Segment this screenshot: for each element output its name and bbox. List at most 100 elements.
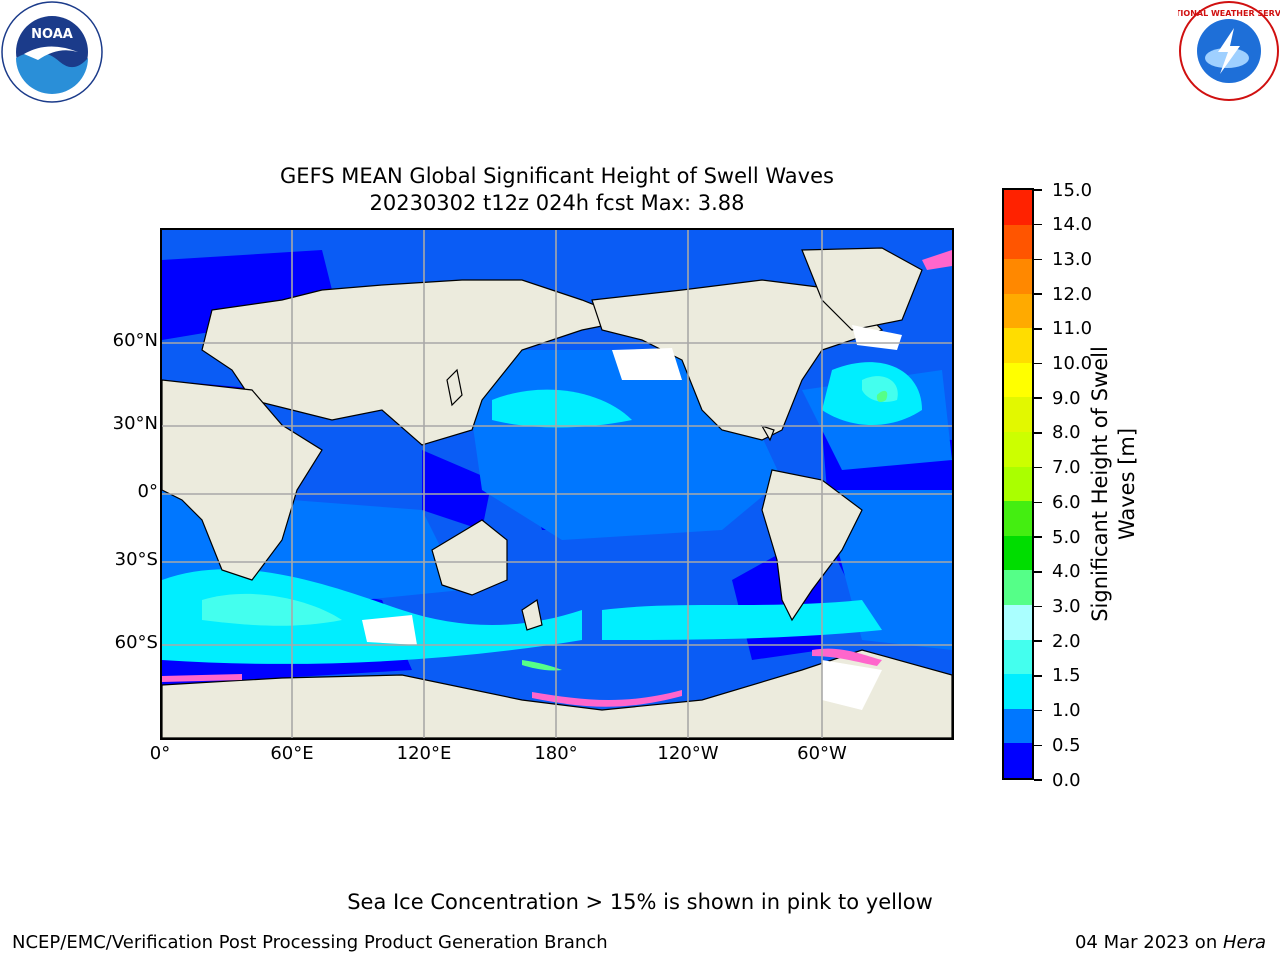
colorbar-tick-mark bbox=[1034, 258, 1042, 261]
colorbar-tick-mark bbox=[1034, 640, 1042, 642]
nws-logo: NATIONAL WEATHER SERVICE bbox=[1178, 1, 1280, 101]
graticule bbox=[162, 230, 952, 738]
colorbar-segment bbox=[1004, 397, 1032, 433]
colorbar-tick-mark bbox=[1034, 709, 1042, 712]
colorbar-tick-mark bbox=[1034, 536, 1042, 538]
colorbar-segment bbox=[1004, 501, 1032, 536]
footer-date-text: 04 Mar 2023 on bbox=[1074, 932, 1223, 953]
footer-host: Hera bbox=[1222, 932, 1266, 953]
colorbar-tick-mark bbox=[1034, 605, 1042, 608]
colorbar-tick: 0.0 bbox=[1034, 769, 1081, 791]
colorbar-segment bbox=[1004, 570, 1032, 606]
lon-label-180: 180° bbox=[534, 743, 578, 764]
nws-logo-text: NATIONAL WEATHER SERVICE bbox=[1178, 9, 1280, 18]
colorbar-tick: 0.5 bbox=[1034, 734, 1081, 756]
lat-label-60n: 60°N bbox=[112, 330, 158, 351]
colorbar-tick: 13.0 bbox=[1034, 248, 1093, 270]
colorbar-tick-label: 9.0 bbox=[1052, 387, 1081, 409]
colorbar-segment bbox=[1004, 743, 1032, 778]
peak-swell-areas bbox=[522, 390, 888, 671]
colorbar-tick: 14.0 bbox=[1034, 214, 1093, 236]
colorbar-tick-label: 11.0 bbox=[1052, 318, 1093, 340]
colorbar-tick: 10.0 bbox=[1034, 353, 1093, 375]
land-masses bbox=[162, 247, 952, 738]
higher-swell-areas bbox=[202, 376, 898, 626]
colorbar-tick-mark bbox=[1034, 675, 1042, 677]
moderate-swell-areas bbox=[162, 362, 922, 664]
chart-title: GEFS MEAN Global Significant Height of S… bbox=[280, 164, 834, 188]
colorbar-tick-mark bbox=[1034, 328, 1042, 330]
colorbar-tick-label: 4.0 bbox=[1052, 561, 1081, 583]
colorbar-segment bbox=[1004, 708, 1032, 744]
colorbar-tick-mark bbox=[1034, 397, 1042, 399]
colorbar-tick: 12.0 bbox=[1034, 283, 1093, 305]
map-frame bbox=[160, 228, 954, 740]
lat-label-60s: 60°S bbox=[114, 632, 158, 653]
colorbar-tick: 4.0 bbox=[1034, 561, 1081, 583]
colorbar-tick: 1.5 bbox=[1034, 665, 1081, 687]
lon-label-120w: 120°W bbox=[657, 743, 719, 764]
chart-subtitle: 20230302 t12z 024h fcst Max: 3.88 bbox=[369, 191, 745, 215]
lon-label-120e: 120°E bbox=[396, 743, 452, 764]
colorbar-tick: 6.0 bbox=[1034, 491, 1081, 513]
footer-branch: NCEP/EMC/Verification Post Processing Pr… bbox=[12, 932, 608, 953]
colorbar-segment bbox=[1004, 224, 1032, 260]
colorbar-segment bbox=[1004, 432, 1032, 467]
lon-label-60w: 60°W bbox=[797, 743, 847, 764]
sea-ice-note: Sea Ice Concentration > 15% is shown in … bbox=[347, 890, 933, 914]
colorbar-tick: 8.0 bbox=[1034, 422, 1081, 444]
colorbar-segment bbox=[1004, 605, 1032, 640]
no-data-areas bbox=[362, 325, 902, 710]
colorbar-tick-mark bbox=[1034, 744, 1042, 747]
colorbar-tick-mark bbox=[1034, 189, 1042, 191]
colorbar-tick-mark bbox=[1034, 293, 1042, 295]
colorbar-segment bbox=[1004, 362, 1032, 398]
colorbar-tick: 15.0 bbox=[1034, 179, 1093, 201]
colorbar-tick-mark bbox=[1034, 571, 1042, 573]
colorbar-tick-label: 14.0 bbox=[1052, 214, 1093, 236]
colorbar-tick-label: 8.0 bbox=[1052, 422, 1081, 444]
footer-date: 04 Mar 2023 on Hera bbox=[1075, 932, 1266, 953]
colorbar-tick-label: 2.0 bbox=[1052, 630, 1081, 652]
colorbar-segment bbox=[1004, 674, 1032, 709]
noaa-logo: NOAA bbox=[1, 1, 103, 103]
colorbar-tick-label: 5.0 bbox=[1052, 526, 1081, 548]
colorbar-title: Significant Height of Swell Waves [m] bbox=[1087, 346, 1141, 622]
colorbar-tick-mark bbox=[1034, 779, 1042, 781]
colorbar-tick-mark bbox=[1034, 466, 1042, 469]
colorbar-tick-label: 6.0 bbox=[1052, 491, 1081, 513]
colorbar-segment bbox=[1004, 259, 1032, 294]
colorbar-tick-mark bbox=[1034, 223, 1042, 226]
lon-label-60e: 60°E bbox=[270, 743, 314, 764]
colorbar-segment bbox=[1004, 466, 1032, 502]
colorbar-tick: 1.0 bbox=[1034, 700, 1081, 722]
colorbar-tick-mark bbox=[1034, 362, 1042, 365]
colorbar-tick: 5.0 bbox=[1034, 526, 1081, 548]
colorbar-tick-label: 0.5 bbox=[1052, 734, 1081, 756]
colorbar-tick-label: 13.0 bbox=[1052, 248, 1093, 270]
colorbar-tick: 9.0 bbox=[1034, 387, 1081, 409]
colorbar-title-line2: Waves [m] bbox=[1115, 427, 1139, 541]
colorbar-tick-label: 1.5 bbox=[1052, 665, 1081, 687]
colorbar-tick-mark bbox=[1034, 432, 1042, 434]
lat-label-30s: 30°S bbox=[114, 549, 158, 570]
lat-label-equator: 0° bbox=[137, 481, 158, 502]
colorbar-tick: 11.0 bbox=[1034, 318, 1093, 340]
colorbar-tick-label: 0.0 bbox=[1052, 769, 1081, 791]
colorbar-tick-label: 15.0 bbox=[1052, 179, 1093, 201]
colorbar-tick: 3.0 bbox=[1034, 595, 1081, 617]
colorbar-title-line1: Significant Height of Swell bbox=[1088, 346, 1112, 622]
colorbar-segment bbox=[1004, 639, 1032, 675]
colorbar-segment bbox=[1004, 328, 1032, 363]
lon-label-0: 0° bbox=[149, 743, 171, 764]
colorbar-segment bbox=[1004, 293, 1032, 329]
colorbar bbox=[1002, 188, 1034, 780]
colorbar-tick-mark bbox=[1034, 501, 1042, 504]
colorbar-tick: 7.0 bbox=[1034, 457, 1081, 478]
colorbar-tick-label: 3.0 bbox=[1052, 595, 1081, 617]
colorbar-tick-label: 1.0 bbox=[1052, 700, 1081, 722]
sea-ice-areas bbox=[162, 250, 952, 707]
colorbar-tick-label: 10.0 bbox=[1052, 353, 1093, 375]
colorbar-tick: 2.0 bbox=[1034, 630, 1081, 652]
colorbar-tick-label: 12.0 bbox=[1052, 283, 1093, 305]
